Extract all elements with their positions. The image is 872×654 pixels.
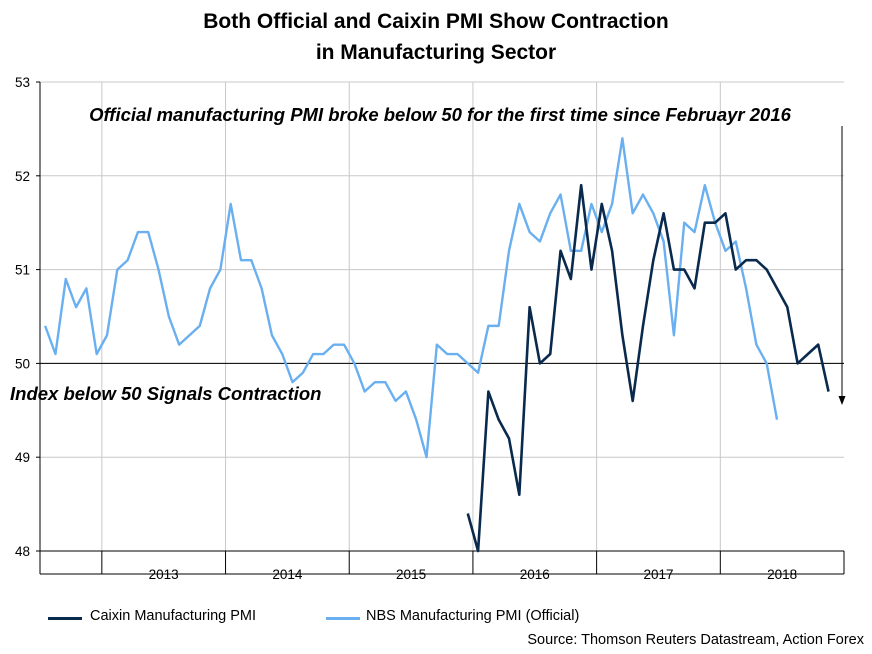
annotation-top: Official manufacturing PMI broke below 5… — [89, 104, 792, 125]
legend-label-nbs: NBS Manufacturing PMI (Official) — [366, 608, 580, 624]
annotation-contraction: Index below 50 Signals Contraction — [10, 383, 321, 404]
y-tick-label: 49 — [15, 450, 30, 465]
tick-labels: 2013 2014 2015 2016 2017 2018 48 49 50 51 52 53 — [15, 75, 797, 582]
y-tick-label: 53 — [15, 75, 30, 90]
x-tick-label: 2014 — [272, 567, 303, 582]
chart-title: Both Official and Caixin PMI Show Contra… — [0, 6, 872, 68]
source-note: Source: Thomson Reuters Datastream, Acti… — [527, 632, 864, 648]
y-tick-label: 48 — [15, 544, 30, 559]
series-group — [44, 137, 830, 553]
chart-title-line-2: in Manufacturing Sector — [315, 41, 557, 64]
x-tick-label: 2017 — [643, 567, 673, 582]
annotation-arrow — [838, 126, 846, 405]
x-tick-label: 2018 — [767, 567, 797, 582]
chart-title-line-1: Both Official and Caixin PMI Show Contra… — [203, 10, 669, 33]
y-tick-label: 52 — [15, 169, 30, 184]
legend-label-caixin: Caixin Manufacturing PMI — [90, 608, 257, 624]
y-tick-label: 51 — [15, 263, 30, 278]
x-tick-label: 2015 — [396, 567, 426, 582]
gridlines — [40, 81, 844, 551]
y-tick-label: 50 — [15, 356, 30, 371]
axes — [36, 81, 845, 575]
legend-swatch-caixin — [48, 617, 82, 620]
x-tick-label: 2013 — [149, 567, 179, 582]
series-line-caixin — [466, 183, 830, 553]
x-tick-label: 2016 — [520, 567, 550, 582]
arrow-head — [838, 396, 846, 405]
legend-swatch-nbs — [326, 617, 360, 620]
series-line-nbs — [44, 137, 779, 459]
